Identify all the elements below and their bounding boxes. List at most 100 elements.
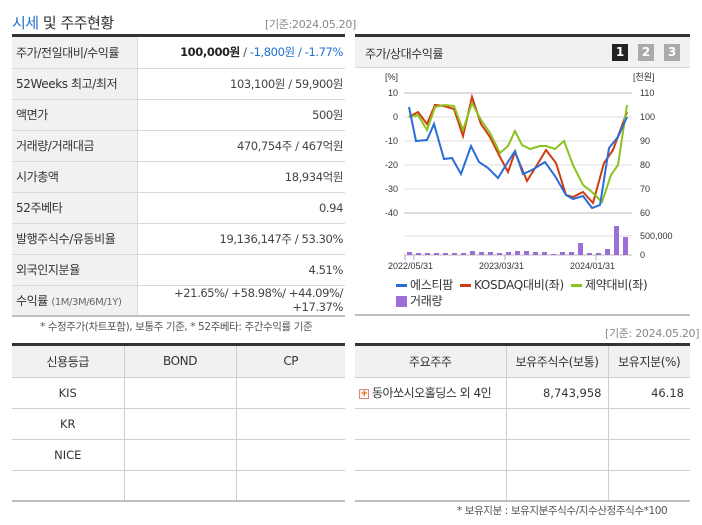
- svg-text:2022/05/31: 2022/05/31: [388, 261, 433, 271]
- holder-name-cell: [355, 408, 507, 440]
- svg-text:-10: -10: [385, 136, 398, 146]
- row-value: 470,754주 / 467억원: [137, 130, 345, 162]
- section-title: 시세 및 주주현황: [12, 12, 114, 33]
- divider: [12, 34, 345, 37]
- row-label: 52주베타: [12, 192, 138, 224]
- title-rest: 및 주주현황: [38, 14, 114, 32]
- table-header-row: 주요주주 보유주식수(보통) 보유지분(%): [355, 346, 690, 378]
- price-info-table: 주가/전일대비/수익률 100,000원 / -1,800원 / -1.77% …: [12, 37, 345, 317]
- svg-text:10: 10: [388, 88, 398, 98]
- column-header: CP: [236, 346, 345, 378]
- legend-swatch-icon: [460, 284, 471, 287]
- svg-text:80: 80: [640, 160, 650, 170]
- chart-page-3-button[interactable]: 3: [664, 44, 680, 61]
- table-row: 액면가 500원: [12, 99, 345, 131]
- table-row: [355, 408, 690, 440]
- major-shareholders-table: 주요주주 보유주식수(보통) 보유지분(%) + 동아쏘시오홀딩스 외 4인 8,…: [355, 346, 690, 502]
- separator: /: [239, 45, 250, 60]
- series-line-pharma: [408, 100, 628, 204]
- bond-cell: [124, 408, 237, 440]
- legend-item-kosdaq[interactable]: KOSDAQ대비(좌): [460, 278, 564, 292]
- pct-cell: [608, 470, 690, 502]
- x-axis-ticks: [404, 255, 597, 260]
- current-price: 100,000원: [180, 45, 240, 60]
- column-header: BOND: [124, 346, 237, 378]
- gridlines: [404, 92, 632, 256]
- row-value: 103,100원 / 59,900원: [137, 68, 345, 100]
- row-label: 외국인지분율: [12, 254, 138, 286]
- table-row: KIS: [12, 377, 345, 409]
- expand-plus-icon[interactable]: +: [359, 388, 369, 399]
- row-label: 발행주식수/유동비율: [12, 223, 138, 255]
- row-label: 수익률 (1M/3M/6M/1Y): [12, 285, 138, 317]
- returns-label: 수익률: [16, 293, 48, 308]
- left-axis-ticks: 10 0 -10 -20 -30 -40: [385, 88, 398, 218]
- chart-page-1-button[interactable]: 1: [612, 44, 628, 61]
- row-label: 시가총액: [12, 161, 138, 193]
- svg-text:-20: -20: [385, 160, 398, 170]
- row-value: 18,934억원: [137, 161, 345, 193]
- holder-as-of-date: [기준: 2024.05.20]: [605, 327, 700, 340]
- title-accent: 시세: [12, 14, 39, 32]
- bond-cell: [124, 439, 237, 471]
- returns-period-label: (1M/3M/6M/1Y): [51, 296, 122, 308]
- as-of-date: [기준:2024.05.20]: [265, 18, 357, 31]
- holder-name-cell[interactable]: + 동아쏘시오홀딩스 외 4인: [355, 377, 507, 409]
- row-label: 52Weeks 최고/최저: [12, 68, 138, 100]
- legend-label: KOSDAQ대비(좌): [474, 278, 564, 292]
- row-value: 500원: [137, 99, 345, 131]
- divider: [12, 343, 345, 346]
- divider: [355, 34, 690, 37]
- column-header: 신용등급: [12, 346, 125, 378]
- shares-cell: [506, 408, 609, 440]
- legend-item-stock[interactable]: 에스티팜: [396, 278, 453, 292]
- pct-cell: 46.18: [608, 377, 690, 409]
- column-header: 보유주식수(보통): [506, 346, 609, 378]
- table-row: [355, 470, 690, 502]
- svg-text:-40: -40: [385, 208, 398, 218]
- column-header: 주요주주: [355, 346, 507, 378]
- svg-text:90: 90: [640, 136, 650, 146]
- table-header-row: 신용등급 BOND CP: [12, 346, 345, 378]
- table-row: 외국인지분율 4.51%: [12, 254, 345, 286]
- legend-swatch-icon: [570, 284, 582, 287]
- table-row: [355, 439, 690, 471]
- agency-cell: KR: [12, 408, 125, 440]
- price-change: -1,800원: [249, 45, 295, 60]
- row-label: 액면가: [12, 99, 138, 131]
- svg-text:500,000: 500,000: [640, 231, 673, 241]
- svg-text:0: 0: [640, 250, 645, 260]
- bond-cell: [124, 377, 237, 409]
- pct-cell: [608, 439, 690, 471]
- legend-label: 제약대비(좌): [584, 278, 648, 292]
- svg-text:60: 60: [640, 208, 650, 218]
- table-row: + 동아쏘시오홀딩스 외 4인 8,743,958 46.18: [355, 377, 690, 409]
- price-change-pct: -1.77%: [304, 45, 344, 60]
- table-row: 발행주식수/유동비율 19,136,147주 / 53.30%: [12, 223, 345, 255]
- table-row: 52주베타 0.94: [12, 192, 345, 224]
- row-label: 거래량/거래대금: [12, 130, 138, 162]
- cp-cell: [236, 377, 345, 409]
- svg-text:110: 110: [640, 88, 654, 98]
- agency-cell: KIS: [12, 377, 125, 409]
- right-axis-unit: [천원]: [633, 72, 655, 82]
- divider: [355, 343, 690, 346]
- agency-cell: [12, 470, 125, 502]
- table-row: 수익률 (1M/3M/6M/1Y) +21.65%/ +58.98%/ +44.…: [12, 285, 345, 317]
- legend-swatch-icon: [396, 296, 407, 307]
- chart-page-2-button[interactable]: 2: [638, 44, 654, 61]
- shares-cell: [506, 439, 609, 471]
- legend-label: 에스티팜: [410, 278, 453, 292]
- table-row: 거래량/거래대금 470,754주 / 467억원: [12, 130, 345, 162]
- table-row: [12, 470, 345, 502]
- legend-item-pharma[interactable]: 제약대비(좌): [570, 278, 648, 292]
- table-row: KR: [12, 408, 345, 440]
- left-axis-unit: [%]: [385, 72, 398, 82]
- svg-text:70: 70: [640, 184, 650, 194]
- holder-name: 동아쏘시오홀딩스 외 4인: [372, 386, 492, 400]
- column-header: 보유지분(%): [608, 346, 690, 378]
- legend-label: 거래량: [410, 294, 443, 308]
- legend-item-volume[interactable]: 거래량: [396, 292, 443, 309]
- holder-name-cell: [355, 470, 507, 502]
